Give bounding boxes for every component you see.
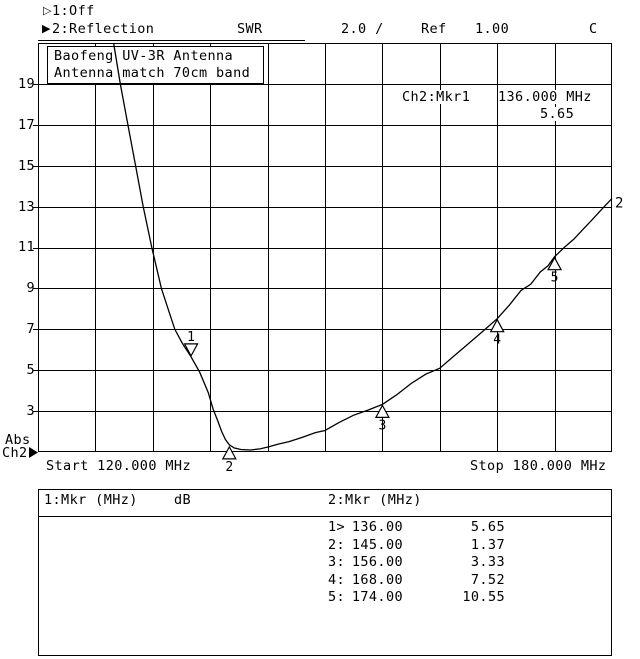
marker-1-label: 1 bbox=[187, 330, 195, 345]
marker-readout-value: 5.65 bbox=[540, 106, 575, 122]
marker-row-label: 4: bbox=[328, 571, 346, 588]
marker-table-row: 4: 168.00 7.52 bbox=[321, 572, 611, 589]
title-line2: Antenna match 70cm band bbox=[54, 65, 251, 81]
measurement-format-label: SWR bbox=[237, 21, 263, 37]
marker-4-label: 4 bbox=[493, 333, 501, 348]
marker-table-row: 5: 174.00 10.55 bbox=[321, 589, 611, 606]
y-axis-label: 7 bbox=[26, 321, 35, 337]
marker-row-freq: 174.00 bbox=[351, 589, 403, 605]
x-axis-start-label: Start 120.000 MHz bbox=[46, 458, 191, 474]
marker-table-1-header-row: 1:Mkr (MHz) dB bbox=[39, 490, 321, 517]
marker-row-value: 10.55 bbox=[462, 589, 505, 605]
marker-row-value: 7.52 bbox=[470, 571, 505, 588]
marker-row-label: 2: bbox=[328, 536, 346, 553]
ref-label: Ref bbox=[421, 21, 447, 37]
marker-1-icon bbox=[183, 343, 199, 358]
channel1-pointer-icon: ▷ bbox=[43, 4, 52, 17]
marker-readout-freq: 136.000 MHz bbox=[498, 89, 592, 105]
marker-row-freq: 168.00 bbox=[351, 571, 403, 588]
y-axis-label: 19 bbox=[17, 76, 35, 92]
marker-table-1: 1:Mkr (MHz) dB bbox=[38, 489, 322, 656]
plot-border bbox=[38, 43, 612, 452]
ch2-axis-pointer-icon bbox=[29, 447, 38, 458]
channel1-label: 1:Off bbox=[52, 3, 95, 19]
channel2-label: 2:Reflection bbox=[52, 21, 155, 37]
axis-mode-label: Abs bbox=[5, 432, 31, 448]
marker-5-label: 5 bbox=[551, 271, 559, 286]
marker-4-icon bbox=[489, 318, 505, 333]
marker-row-value: 3.33 bbox=[470, 554, 505, 570]
cal-indicator: C bbox=[589, 21, 598, 37]
marker-table-1-header: 1:Mkr (MHz) bbox=[44, 492, 138, 508]
marker-row-label: 3: bbox=[328, 554, 346, 570]
marker-2-label: 2 bbox=[225, 460, 233, 475]
axis-channel-label: Ch2 bbox=[2, 445, 28, 461]
marker-table-1-unit: dB bbox=[174, 492, 192, 508]
x-axis-stop-label: Stop 180.000 MHz bbox=[470, 458, 607, 474]
y-axis-label: 13 bbox=[17, 199, 35, 215]
y-axis-label: 9 bbox=[26, 280, 35, 296]
marker-3-label: 3 bbox=[378, 418, 386, 433]
marker-2-icon bbox=[221, 445, 237, 460]
y-axis-label: 17 bbox=[17, 117, 35, 133]
marker-row-value: 5.65 bbox=[470, 519, 505, 535]
marker-row-label: 1> bbox=[328, 519, 346, 535]
trace-end-label: 2 bbox=[615, 195, 623, 211]
marker-row-freq: 156.00 bbox=[351, 554, 403, 570]
y-axis-label: 11 bbox=[17, 239, 35, 255]
marker-row-label: 5: bbox=[328, 589, 346, 605]
marker-table-2-header: 2:Mkr (MHz) bbox=[328, 492, 422, 508]
y-axis-label: 5 bbox=[26, 362, 35, 378]
marker-row-value: 1.37 bbox=[470, 536, 505, 553]
marker-readout-channel: Ch2:Mkr1 bbox=[402, 89, 471, 105]
marker-table-row: 3: 156.00 3.33 bbox=[321, 554, 611, 571]
title-line1: Baofeng UV-3R Antenna bbox=[54, 48, 234, 64]
y-axis-label: 15 bbox=[17, 158, 35, 174]
marker-row-freq: 136.00 bbox=[351, 519, 403, 535]
marker-table-2-header-row: 2:Mkr (MHz) bbox=[321, 490, 611, 517]
marker-table-row: 1> 136.00 5.65 bbox=[321, 519, 611, 536]
marker-row-freq: 145.00 bbox=[351, 536, 403, 553]
marker-table-row: 2: 145.00 1.37 bbox=[321, 537, 611, 554]
title-box bbox=[47, 46, 264, 84]
marker-3-icon bbox=[374, 404, 390, 418]
ref-value: 1.00 bbox=[475, 21, 510, 37]
y-axis-label: 3 bbox=[26, 403, 35, 419]
channel2-pointer-icon: ▶ bbox=[42, 22, 51, 35]
swr-trace bbox=[112, 42, 613, 451]
marker-5-icon bbox=[547, 256, 563, 271]
marker-table-2: 2:Mkr (MHz) 1> 136.00 5.65 2: 145.00 1.3… bbox=[321, 489, 612, 656]
scale-per-div-value: 2.0 / bbox=[341, 21, 384, 37]
